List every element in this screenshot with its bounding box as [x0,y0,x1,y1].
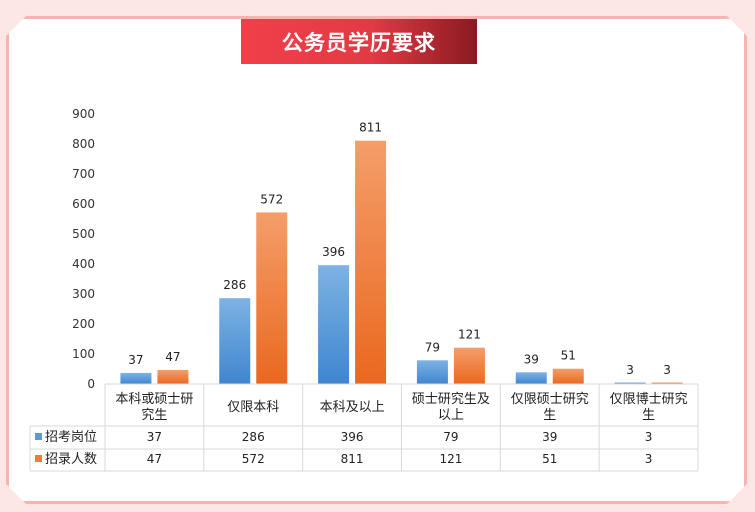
table-cell: 51 [542,452,557,466]
data-label: 37 [128,353,143,367]
y-tick-label: 0 [87,377,95,391]
table-cell: 572 [242,452,265,466]
table-cell: 286 [242,430,265,444]
y-tick-label: 200 [72,317,95,331]
data-label: 121 [458,328,481,342]
bar-positions-4 [515,372,547,384]
category-label: 究生 [141,408,167,423]
y-tick-label: 600 [72,197,95,211]
data-label: 396 [322,245,345,259]
data-label: 3 [626,363,634,377]
bar-positions-5 [614,382,646,384]
data-label: 39 [524,352,539,366]
table-cell: 39 [542,430,557,444]
data-label: 3 [663,363,671,377]
category-label: 本科及以上 [320,400,385,415]
y-tick-label: 900 [72,107,95,121]
y-axis: 0 100 200 300 400 500 600 700 800 900 [72,107,95,391]
bar-hires-5 [651,382,683,384]
bar-hires-0 [157,369,189,384]
data-labels: 37 47 286 572 396 811 79 121 39 51 3 3 [128,121,671,377]
data-label: 47 [165,350,180,364]
data-label: 811 [359,121,382,135]
category-label: 以上 [438,408,464,423]
bar-positions-3 [416,360,448,384]
category-label: 硕士研究生及 [412,392,490,407]
bar-positions-0 [120,372,152,384]
legend-label: 招录人数 [45,452,97,467]
category-label: 本科或硕士研 [115,392,193,407]
y-tick-label: 300 [72,287,95,301]
y-tick-label: 700 [72,167,95,181]
bar-hires-2 [355,140,387,384]
legend-swatch [35,433,42,440]
page-title: 公务员学历要求 [241,19,477,64]
table-cell: 811 [341,452,364,466]
table-cell: 47 [147,452,162,466]
data-label: 79 [425,340,440,354]
category-label: 生 [642,408,655,423]
bars [120,140,683,384]
table-cell: 3 [645,430,653,444]
data-label: 572 [260,192,283,206]
category-label: 仅限本科 [227,400,279,415]
table-cell: 79 [443,430,458,444]
table-cell: 121 [439,452,462,466]
table-cell: 396 [341,430,364,444]
bar-positions-1 [219,298,251,384]
data-label: 51 [561,349,576,363]
category-label: 仅限硕士研究 [511,392,589,407]
y-tick-label: 400 [72,257,95,271]
legend-swatch [35,455,42,462]
legend-label: 招考岗位 [45,430,97,445]
table-cell: 37 [147,430,162,444]
y-tick-label: 100 [72,347,95,361]
y-tick-label: 500 [72,227,95,241]
table-cell: 3 [645,452,653,466]
data-label: 286 [223,278,246,292]
category-label: 生 [543,408,556,423]
bar-hires-1 [256,212,288,384]
bar-hires-4 [552,368,584,384]
category-label: 仅限博士研究 [610,392,688,407]
bar-hires-3 [453,347,485,384]
bar-positions-2 [318,265,350,384]
y-tick-label: 800 [72,137,95,151]
